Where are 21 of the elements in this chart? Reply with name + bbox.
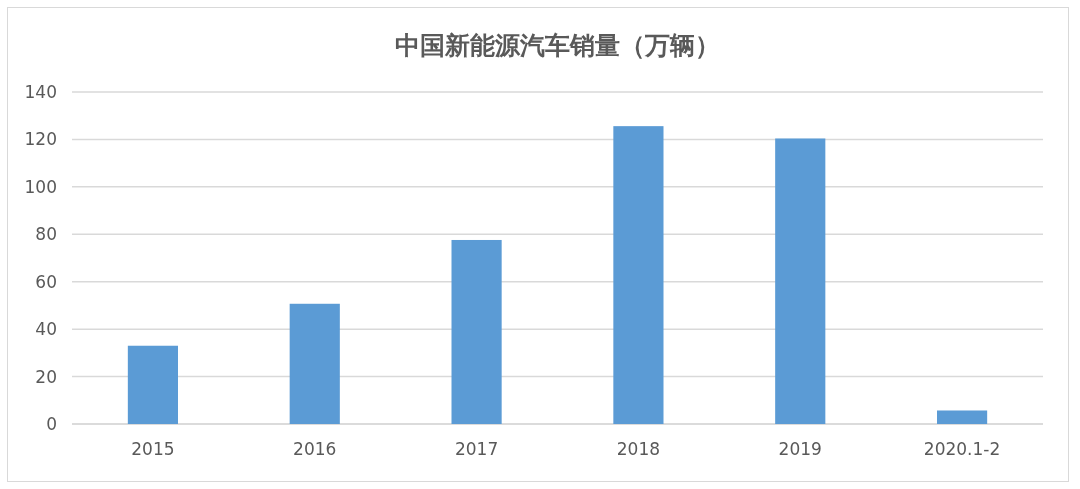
x-tick-label: 2015 <box>131 439 175 459</box>
y-tick-label: 80 <box>35 224 57 245</box>
x-tick-label: 2020.1-2 <box>923 439 1001 459</box>
y-tick-label: 40 <box>35 319 57 340</box>
x-tick-label: 2016 <box>293 439 337 459</box>
chart-title: 中国新能源汽车销量（万辆） <box>395 31 720 60</box>
y-tick-label: 100 <box>24 176 57 197</box>
bar <box>451 239 502 424</box>
y-tick-label: 20 <box>35 366 57 387</box>
y-tick-label: 120 <box>24 129 57 150</box>
bar <box>775 138 826 424</box>
x-tick-label: 2017 <box>454 439 499 459</box>
bar <box>613 126 664 424</box>
y-tick-label: 60 <box>35 271 57 292</box>
y-tick-label: 0 <box>46 413 57 434</box>
x-tick-label: 2019 <box>778 439 822 459</box>
y-tick-label: 140 <box>24 81 57 102</box>
bar <box>937 410 988 424</box>
bar <box>127 345 178 424</box>
bar <box>289 303 340 424</box>
x-tick-label: 2018 <box>616 439 661 459</box>
